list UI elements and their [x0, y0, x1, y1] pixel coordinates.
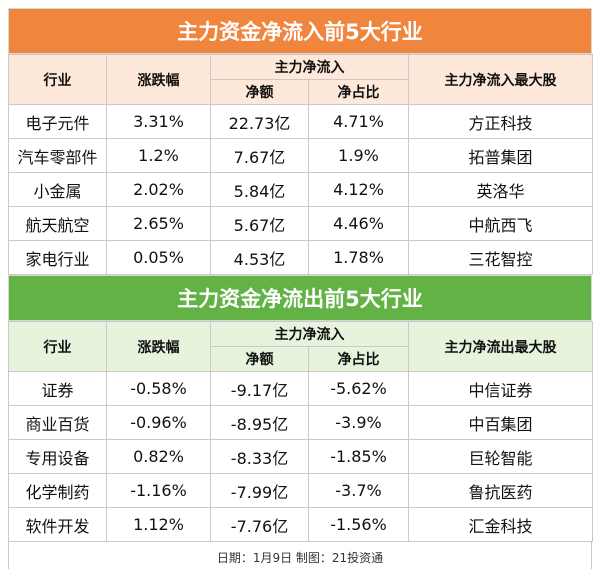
header-change: 涨跌幅 — [106, 54, 211, 105]
header-net-ratio: 净占比 — [308, 346, 409, 372]
table-row: 专用设备 0.82% -8.33亿 -1.85% 巨轮智能 — [8, 439, 593, 474]
cell-stock: 拓普集团 — [408, 138, 593, 173]
cell-change: -0.58% — [106, 371, 211, 406]
cell-ratio: -1.85% — [308, 439, 409, 474]
cell-industry: 专用设备 — [8, 439, 107, 474]
header-net-flow: 主力净流入 — [210, 321, 409, 347]
cell-amount: -8.33亿 — [210, 439, 309, 474]
cell-stock: 汇金科技 — [408, 507, 593, 542]
cell-industry: 商业百货 — [8, 405, 107, 440]
cell-change: 1.2% — [106, 138, 211, 173]
header-top-stock: 主力净流入最大股 — [408, 54, 593, 105]
cell-amount: 22.73亿 — [210, 104, 309, 139]
cell-ratio: -3.7% — [308, 473, 409, 508]
cell-ratio: 1.9% — [308, 138, 409, 173]
table-row: 证券 -0.58% -9.17亿 -5.62% 中信证券 — [8, 371, 593, 406]
header-net-amount: 净额 — [210, 346, 309, 372]
table-row: 电子元件 3.31% 22.73亿 4.71% 方正科技 — [8, 104, 593, 139]
cell-ratio: 4.12% — [308, 172, 409, 207]
table-row: 家电行业 0.05% 4.53亿 1.78% 三花智控 — [8, 240, 593, 275]
header-net-ratio: 净占比 — [308, 79, 409, 105]
inflow-table: 行业 涨跌幅 主力净流入 主力净流入最大股 净额 净占比 电子元件 3.31% … — [8, 54, 593, 275]
outflow-title: 主力资金净流出前5大行业 — [8, 275, 592, 321]
header-net-flow: 主力净流入 — [210, 54, 409, 80]
cell-stock: 巨轮智能 — [408, 439, 593, 474]
table-row: 化学制药 -1.16% -7.99亿 -3.7% 鲁抗医药 — [8, 473, 593, 508]
header-net-amount: 净额 — [210, 79, 309, 105]
table-row: 商业百货 -0.96% -8.95亿 -3.9% 中百集团 — [8, 405, 593, 440]
cell-change: -0.96% — [106, 405, 211, 440]
cell-change: -1.16% — [106, 473, 211, 508]
cell-ratio: 4.71% — [308, 104, 409, 139]
cell-industry: 化学制药 — [8, 473, 107, 508]
cell-change: 2.65% — [106, 206, 211, 241]
cell-stock: 三花智控 — [408, 240, 593, 275]
cell-stock: 中百集团 — [408, 405, 593, 440]
cell-change: 0.05% — [106, 240, 211, 275]
cell-change: 1.12% — [106, 507, 211, 542]
cell-ratio: -3.9% — [308, 405, 409, 440]
cell-amount: -7.76亿 — [210, 507, 309, 542]
cell-amount: -8.95亿 — [210, 405, 309, 440]
cell-industry: 小金属 — [8, 172, 107, 207]
cell-amount: 5.84亿 — [210, 172, 309, 207]
cell-ratio: -5.62% — [308, 371, 409, 406]
table-row: 航天航空 2.65% 5.67亿 4.46% 中航西飞 — [8, 206, 593, 241]
table-row: 汽车零部件 1.2% 7.67亿 1.9% 拓普集团 — [8, 138, 593, 173]
cell-amount: 5.67亿 — [210, 206, 309, 241]
header-industry: 行业 — [8, 321, 107, 372]
cell-industry: 汽车零部件 — [8, 138, 107, 173]
table-row: 小金属 2.02% 5.84亿 4.12% 英洛华 — [8, 172, 593, 207]
cell-stock: 中航西飞 — [408, 206, 593, 241]
cell-industry: 证券 — [8, 371, 107, 406]
cell-change: 0.82% — [106, 439, 211, 474]
cell-stock: 英洛华 — [408, 172, 593, 207]
cell-ratio: 1.78% — [308, 240, 409, 275]
header-industry: 行业 — [8, 54, 107, 105]
inflow-title: 主力资金净流入前5大行业 — [8, 8, 592, 54]
cell-stock: 鲁抗医药 — [408, 473, 593, 508]
cell-stock: 方正科技 — [408, 104, 593, 139]
cell-industry: 软件开发 — [8, 507, 107, 542]
header-change: 涨跌幅 — [106, 321, 211, 372]
header-top-stock: 主力净流出最大股 — [408, 321, 593, 372]
cell-amount: 7.67亿 — [210, 138, 309, 173]
footer-credit: 日期：1月9日 制图：21投资通 — [8, 542, 592, 569]
cell-ratio: 4.46% — [308, 206, 409, 241]
table-row: 软件开发 1.12% -7.76亿 -1.56% 汇金科技 — [8, 507, 593, 542]
cell-amount: -7.99亿 — [210, 473, 309, 508]
cell-industry: 航天航空 — [8, 206, 107, 241]
cell-amount: 4.53亿 — [210, 240, 309, 275]
cell-amount: -9.17亿 — [210, 371, 309, 406]
cell-industry: 家电行业 — [8, 240, 107, 275]
cell-industry: 电子元件 — [8, 104, 107, 139]
cell-ratio: -1.56% — [308, 507, 409, 542]
cell-change: 3.31% — [106, 104, 211, 139]
cell-change: 2.02% — [106, 172, 211, 207]
infographic: 主力资金净流入前5大行业 行业 涨跌幅 主力净流入 主力净流入最大股 净额 净占… — [8, 8, 593, 569]
outflow-table: 行业 涨跌幅 主力净流入 主力净流出最大股 净额 净占比 证券 -0.58% -… — [8, 321, 593, 542]
cell-stock: 中信证券 — [408, 371, 593, 406]
